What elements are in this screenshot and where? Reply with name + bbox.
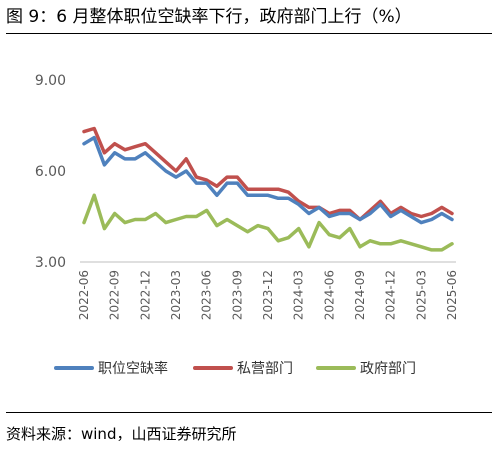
series-line-2 bbox=[82, 193, 454, 252]
series-line-1 bbox=[82, 126, 454, 222]
source-note: 资料来源：wind，山西证券研究所 bbox=[6, 425, 237, 443]
series-line-0 bbox=[82, 135, 454, 225]
x-tick-label: 2022-09 bbox=[108, 270, 122, 320]
x-tick-label: 2023-03 bbox=[169, 270, 183, 320]
x-tick-label: 2024-06 bbox=[322, 270, 336, 320]
x-tick-label: 2024-12 bbox=[384, 270, 398, 320]
chart-title: 图 9：6 月整体职位空缺率下行，政府部门上行（%） bbox=[6, 7, 412, 27]
series-layer bbox=[82, 126, 454, 252]
y-tick-label: 3.00 bbox=[35, 255, 66, 271]
y-axis: 3.00 6.00 9.00 bbox=[35, 73, 66, 271]
x-tick-label: 2025-06 bbox=[445, 270, 459, 320]
line-chart: 3.00 6.00 9.00 2022-06 2022-09 2022-12 2023-0… bbox=[35, 73, 459, 377]
x-tick-label: 2024-03 bbox=[292, 270, 306, 320]
y-tick-label: 6.00 bbox=[35, 164, 66, 180]
x-tick-label: 2025-03 bbox=[414, 270, 428, 320]
x-tick-label: 2023-06 bbox=[200, 270, 214, 320]
legend: 职位空缺率 私营部门 政府部门 bbox=[54, 360, 416, 377]
x-tick-label: 2022-12 bbox=[138, 270, 152, 320]
legend-label: 私营部门 bbox=[237, 361, 293, 377]
x-axis: 2022-06 2022-09 2022-12 2023-03 2023-06 2023-… bbox=[77, 261, 459, 320]
x-tick-label: 2023-12 bbox=[261, 270, 275, 320]
legend-label: 职位空缺率 bbox=[98, 360, 168, 377]
x-tick-label: 2022-06 bbox=[77, 270, 91, 320]
legend-label: 政府部门 bbox=[360, 361, 416, 377]
x-tick-label: 2024-09 bbox=[353, 270, 367, 320]
bottom-rule bbox=[6, 412, 492, 413]
y-tick-label: 9.00 bbox=[35, 73, 66, 89]
x-tick-label: 2023-09 bbox=[230, 270, 244, 320]
top-rule bbox=[6, 33, 492, 34]
